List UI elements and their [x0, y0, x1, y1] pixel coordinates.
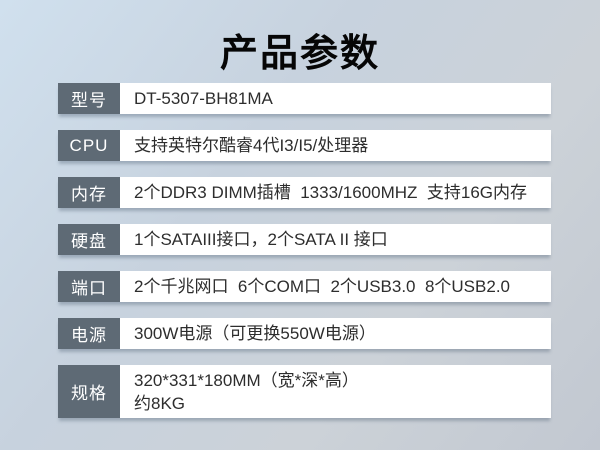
spec-label: 型号 [58, 83, 120, 114]
spec-row: CPU 支持英特尔酷睿4代I3/I5/处理器 [58, 130, 551, 161]
spec-label: 硬盘 [58, 224, 120, 255]
spec-label: 规格 [58, 365, 120, 418]
spec-value: 320*331*180MM（宽*深*高） 约8KG [120, 365, 551, 418]
spec-label: CPU [58, 130, 120, 161]
spec-value: DT-5307-BH81MA [120, 83, 551, 114]
spec-label: 电源 [58, 318, 120, 349]
spec-row: 硬盘 1个SATAIII接口，2个SATA II 接口 [58, 224, 551, 255]
spec-row: 型号 DT-5307-BH81MA [58, 83, 551, 114]
spec-row: 内存 2个DDR3 DIMM插槽 1333/1600MHZ 支持16G内存 [58, 177, 551, 208]
spec-value: 支持英特尔酷睿4代I3/I5/处理器 [120, 130, 551, 161]
spec-label: 内存 [58, 177, 120, 208]
spec-row: 电源 300W电源（可更换550W电源） [58, 318, 551, 349]
spec-row: 端口 2个千兆网口 6个COM口 2个USB3.0 8个USB2.0 [58, 271, 551, 302]
spec-value: 2个千兆网口 6个COM口 2个USB3.0 8个USB2.0 [120, 271, 551, 302]
spec-value: 2个DDR3 DIMM插槽 1333/1600MHZ 支持16G内存 [120, 177, 551, 208]
spec-row: 规格 320*331*180MM（宽*深*高） 约8KG [58, 365, 551, 418]
spec-table: 型号 DT-5307-BH81MA CPU 支持英特尔酷睿4代I3/I5/处理器 内存 2… [58, 83, 551, 434]
spec-value: 1个SATAIII接口，2个SATA II 接口 [120, 224, 551, 255]
page-title: 产品参数 [219, 33, 380, 75]
spec-label: 端口 [58, 271, 120, 302]
spec-value: 300W电源（可更换550W电源） [120, 318, 551, 349]
